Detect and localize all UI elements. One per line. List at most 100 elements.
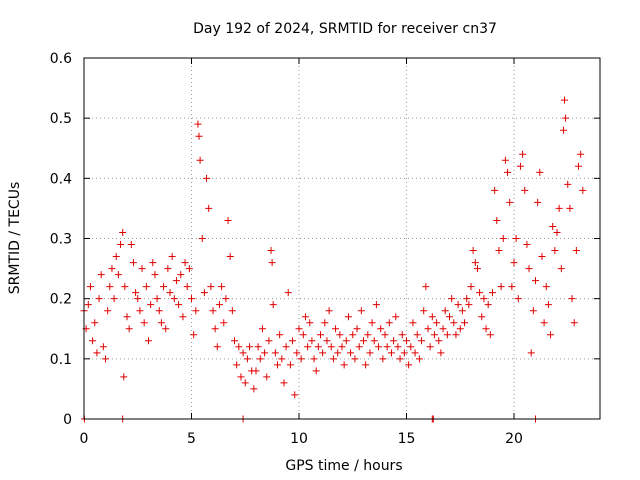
data-point bbox=[185, 265, 193, 273]
data-point bbox=[149, 259, 157, 267]
data-point bbox=[102, 355, 109, 363]
data-point bbox=[310, 355, 318, 363]
data-point bbox=[577, 150, 585, 158]
data-point bbox=[390, 337, 398, 345]
x-axis-label: GPS time / hours bbox=[285, 458, 402, 474]
data-point bbox=[349, 331, 357, 339]
data-point bbox=[572, 247, 580, 255]
data-point bbox=[106, 283, 114, 291]
data-point bbox=[383, 343, 391, 351]
data-point bbox=[489, 289, 496, 297]
data-point bbox=[209, 307, 217, 315]
data-point bbox=[213, 343, 221, 351]
data-point bbox=[433, 319, 441, 327]
data-point bbox=[157, 319, 165, 327]
data-point bbox=[501, 156, 509, 164]
data-point bbox=[465, 301, 473, 309]
data-point bbox=[561, 96, 569, 104]
data-point bbox=[314, 343, 322, 351]
data-point bbox=[396, 355, 404, 363]
data-point bbox=[252, 367, 260, 375]
data-point bbox=[375, 343, 383, 351]
chart-title: Day 192 of 2024, SRMTID for receiver cn3… bbox=[193, 21, 497, 37]
data-point bbox=[504, 168, 512, 176]
data-point bbox=[544, 301, 552, 309]
data-point bbox=[469, 247, 477, 255]
data-point bbox=[183, 283, 191, 291]
data-point bbox=[200, 289, 208, 297]
data-point bbox=[190, 331, 198, 339]
data-point bbox=[407, 343, 415, 351]
data-point bbox=[351, 355, 359, 363]
data-point bbox=[160, 283, 168, 291]
data-point bbox=[525, 265, 533, 273]
data-point bbox=[241, 379, 249, 387]
data-point bbox=[415, 355, 423, 363]
data-point bbox=[334, 349, 342, 357]
data-point bbox=[409, 319, 417, 327]
data-point bbox=[377, 325, 385, 333]
data-point bbox=[284, 289, 292, 297]
data-point bbox=[532, 277, 539, 285]
data-point bbox=[486, 331, 494, 339]
data-point bbox=[372, 301, 380, 309]
data-point bbox=[233, 361, 241, 369]
data-point bbox=[523, 241, 531, 249]
data-point bbox=[319, 349, 327, 357]
data-point bbox=[506, 198, 514, 206]
data-point bbox=[145, 337, 152, 345]
data-point bbox=[147, 301, 155, 309]
data-point bbox=[480, 295, 488, 303]
data-point bbox=[196, 156, 204, 164]
data-point bbox=[478, 313, 486, 321]
data-point bbox=[235, 343, 243, 351]
data-point bbox=[114, 271, 122, 279]
data-point bbox=[385, 319, 393, 327]
data-point bbox=[231, 337, 238, 345]
data-point bbox=[344, 313, 352, 321]
data-point bbox=[521, 186, 529, 194]
data-point bbox=[426, 343, 434, 351]
data-point bbox=[226, 253, 234, 261]
data-point bbox=[246, 343, 254, 351]
data-point bbox=[562, 114, 570, 122]
data-point bbox=[84, 301, 92, 309]
x-tick-label: 10 bbox=[290, 431, 308, 447]
data-points bbox=[80, 96, 587, 423]
data-point bbox=[471, 259, 479, 267]
data-point bbox=[418, 337, 426, 345]
data-point bbox=[534, 198, 542, 206]
data-point bbox=[461, 319, 469, 327]
data-point bbox=[263, 373, 271, 381]
data-point bbox=[261, 349, 269, 357]
data-point bbox=[134, 295, 142, 303]
data-point bbox=[540, 319, 548, 327]
data-point bbox=[553, 228, 561, 236]
data-point bbox=[325, 307, 333, 315]
data-point bbox=[89, 337, 97, 345]
data-point bbox=[340, 361, 348, 369]
data-point bbox=[237, 373, 245, 381]
data-point bbox=[527, 349, 535, 357]
data-point bbox=[289, 337, 297, 345]
data-point bbox=[381, 331, 389, 339]
data-point bbox=[312, 367, 320, 375]
data-point bbox=[258, 325, 266, 333]
data-point bbox=[110, 295, 118, 303]
data-point bbox=[203, 174, 211, 182]
data-point bbox=[268, 259, 276, 267]
data-point bbox=[420, 307, 428, 315]
data-point bbox=[119, 228, 127, 236]
data-point bbox=[542, 283, 550, 291]
data-point bbox=[297, 355, 305, 363]
data-point bbox=[476, 289, 484, 297]
data-point bbox=[181, 259, 189, 267]
data-point bbox=[400, 349, 408, 357]
data-point bbox=[450, 319, 458, 327]
data-point bbox=[362, 361, 370, 369]
data-point bbox=[536, 168, 544, 176]
data-point bbox=[317, 331, 324, 339]
data-point bbox=[136, 307, 144, 315]
data-point bbox=[439, 325, 447, 333]
data-point bbox=[177, 271, 185, 279]
